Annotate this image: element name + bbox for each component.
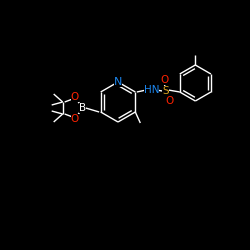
- Text: N: N: [114, 77, 122, 87]
- Text: O: O: [165, 96, 173, 106]
- Text: B: B: [79, 103, 86, 113]
- Text: O: O: [70, 114, 79, 124]
- Text: S: S: [162, 86, 169, 96]
- Text: O: O: [160, 75, 168, 85]
- Text: HN: HN: [144, 85, 159, 95]
- Text: O: O: [70, 92, 79, 102]
